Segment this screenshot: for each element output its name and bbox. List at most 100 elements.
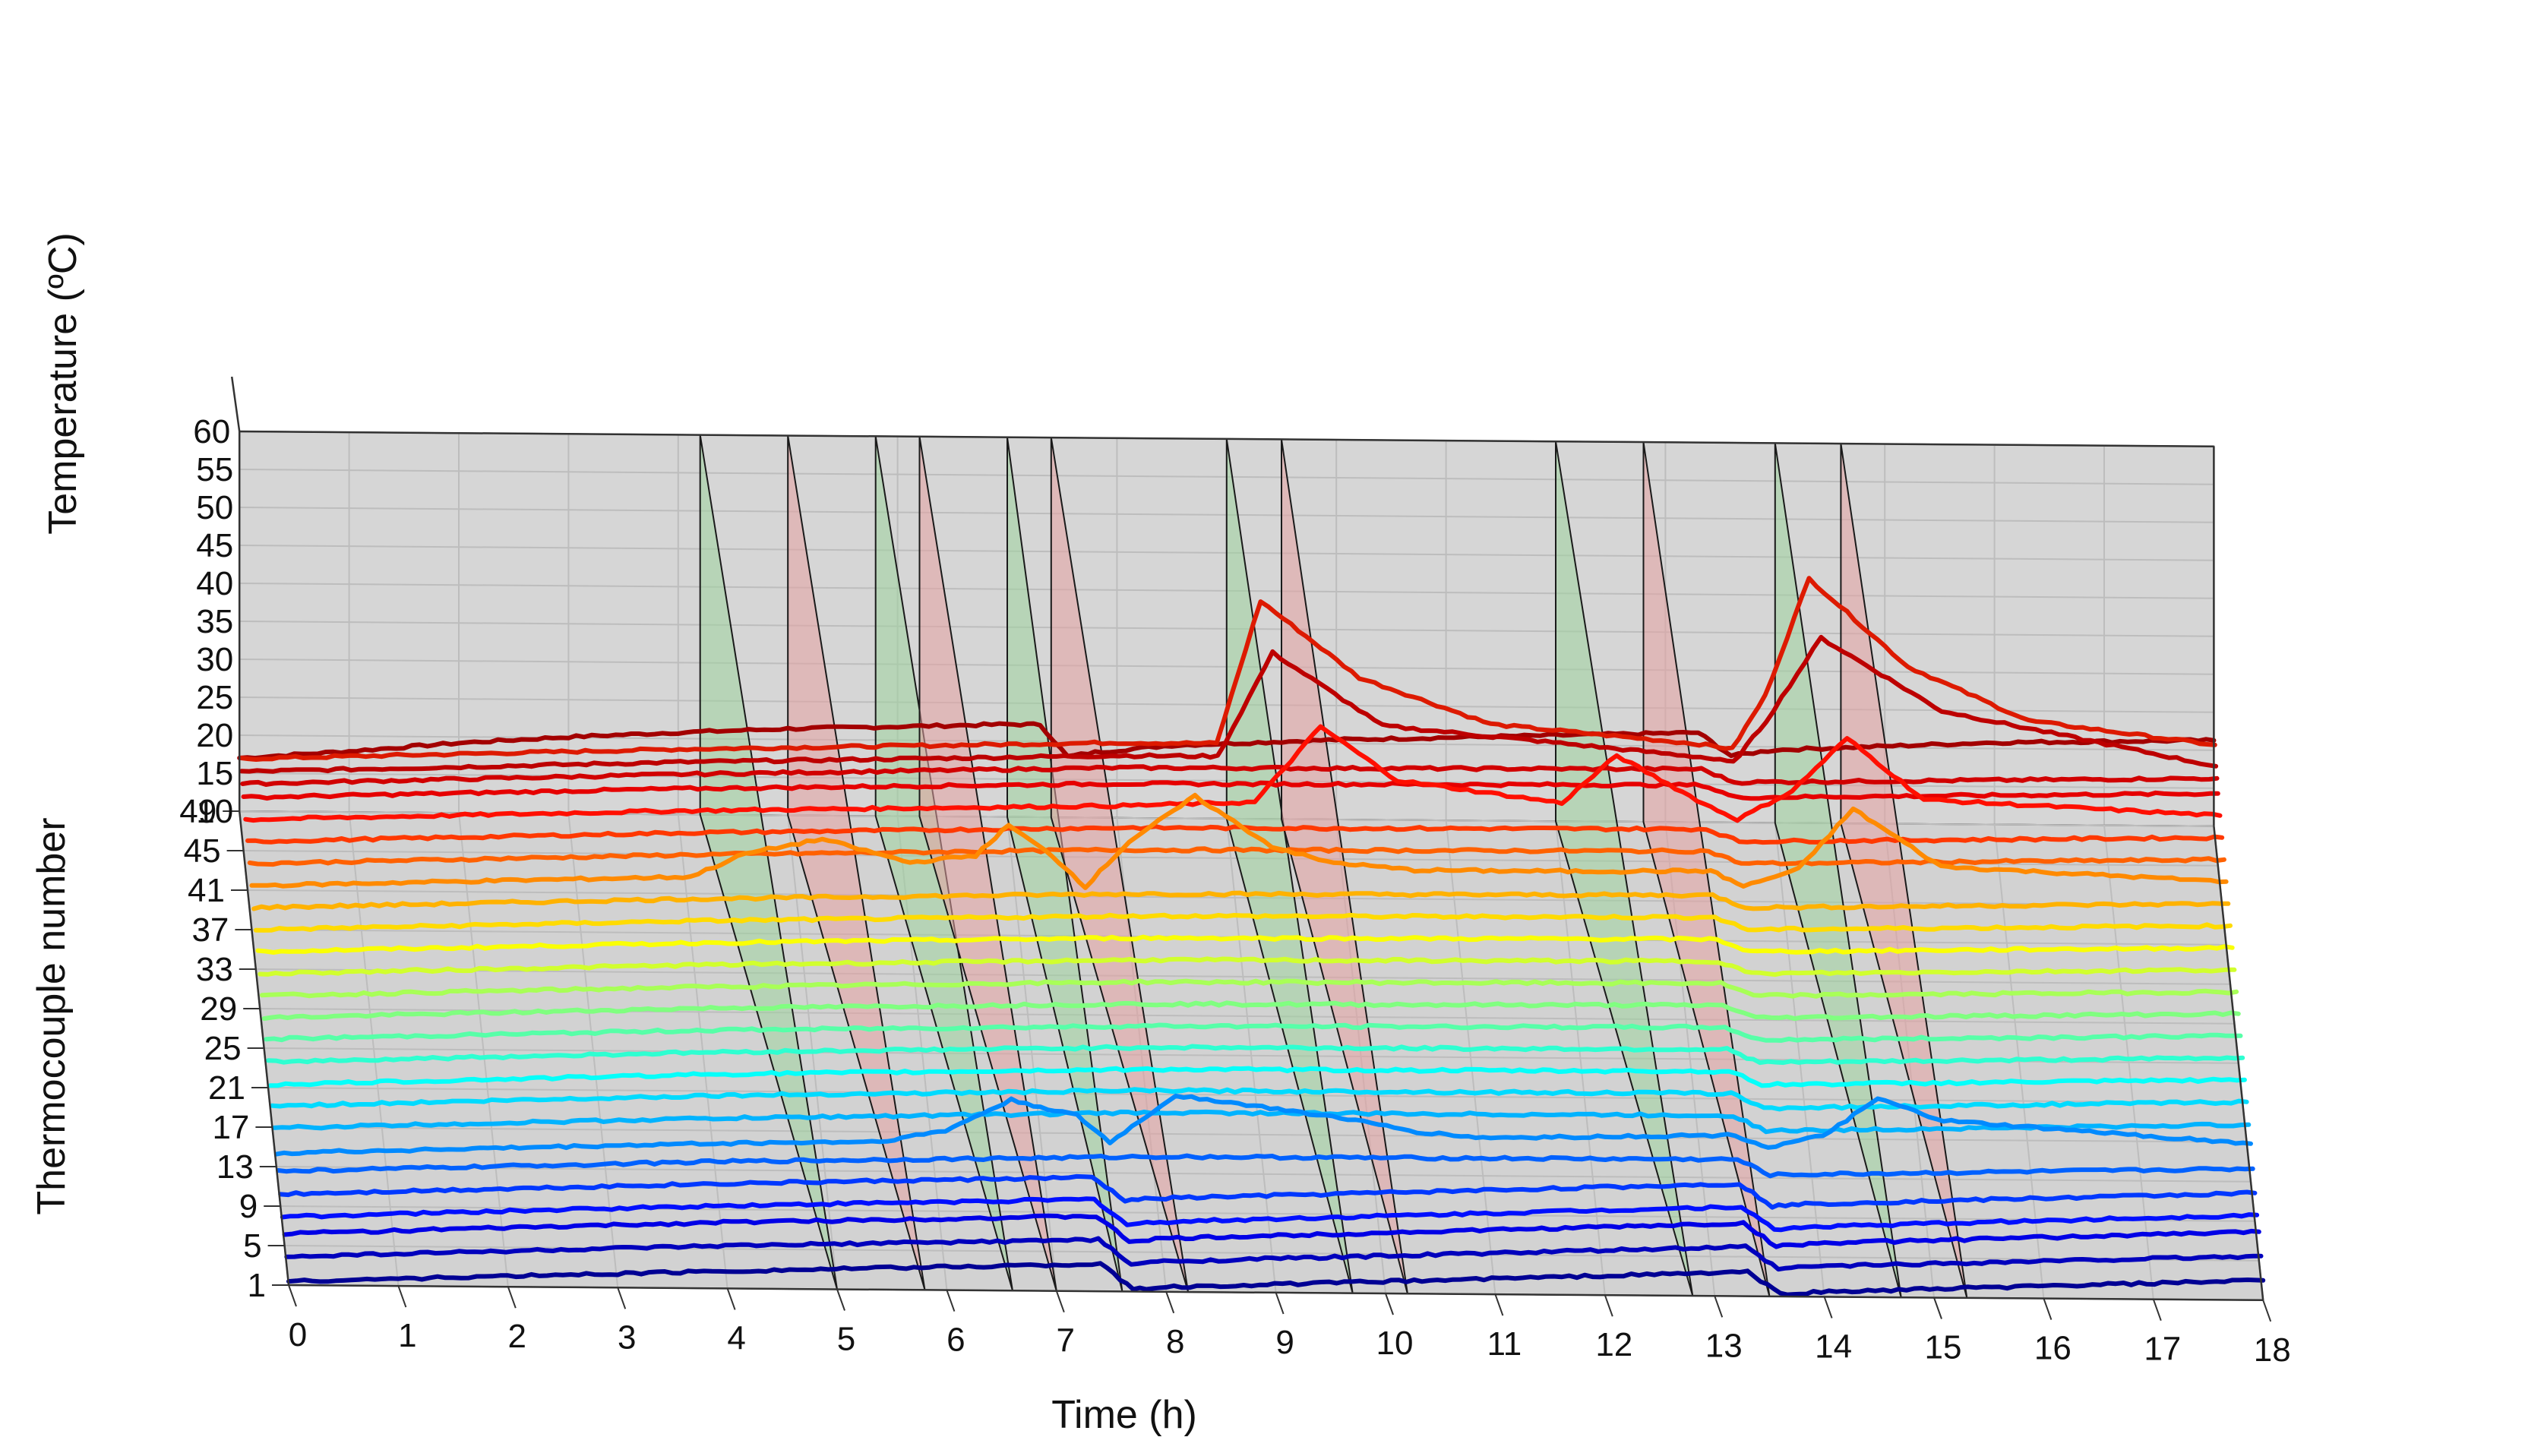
x-tick-label: 15 (1925, 1329, 1962, 1366)
y-tick-label: 33 (196, 951, 233, 988)
series-line-tc-46 (240, 764, 2220, 787)
z-tick-label: 55 (196, 451, 233, 488)
grid-line-floor-y (272, 1126, 2247, 1143)
grid-line-floor-y (276, 1166, 2252, 1183)
x-tick-label: 16 (2034, 1330, 2072, 1367)
shaded-interval (1225, 438, 1354, 1293)
x-tick-mark (1494, 1293, 1504, 1316)
x-tick-label: 9 (1275, 1324, 1294, 1361)
x-tick-label: 8 (1166, 1323, 1184, 1360)
y-tick-label: 37 (191, 911, 229, 949)
x-tick-label: 5 (837, 1321, 855, 1358)
x-tick-mark (1165, 1291, 1175, 1314)
series-line-tc-29 (258, 956, 2237, 978)
series-line-tc-1 (286, 1261, 2266, 1297)
x-tick-label: 6 (946, 1322, 965, 1359)
y-axis-title: Thermocouple number (30, 817, 74, 1214)
z-tick-label: 45 (196, 527, 233, 564)
series-line-tc-25 (261, 1000, 2241, 1022)
x-tick-mark (836, 1289, 845, 1311)
series-lines (237, 576, 2266, 1297)
series-line-tc-33 (253, 912, 2233, 933)
x-tick-label: 17 (2144, 1331, 2181, 1368)
grid-line-floor-y (267, 1087, 2243, 1104)
shaded-interval (918, 436, 1057, 1291)
z-tick-label: 20 (196, 717, 233, 754)
shaded-interval (1050, 437, 1190, 1293)
tick-labels: 0 1 2 3 4 5 6 7 8 9 10 11 12 13 14 15 16 17 18159131721252… (179, 413, 2290, 1369)
axis-edge (239, 430, 2214, 448)
z-tick-label: 50 (196, 489, 233, 526)
y-tick-label: 45 (184, 832, 221, 870)
series-line-tc-5 (282, 1213, 2261, 1249)
shaded-interval (1281, 439, 1408, 1294)
x-tick-label: 3 (618, 1319, 636, 1356)
x-tick-mark (2262, 1300, 2272, 1322)
y-tick-label: 25 (204, 1030, 242, 1067)
x-tick-label: 2 (508, 1318, 526, 1355)
x-tick-label: 18 (2254, 1331, 2291, 1369)
series-line-tc-17 (270, 1087, 2249, 1112)
axis-edge (2213, 826, 2264, 1300)
x-tick-mark (507, 1286, 517, 1309)
series-line-tc-9 (278, 1173, 2258, 1210)
y-tick-label: 21 (208, 1069, 245, 1107)
series-line-tc-31 (255, 934, 2235, 955)
x-tick-mark (617, 1287, 627, 1309)
series-line-tc-39 (247, 846, 2226, 867)
z-tick-label: 60 (193, 413, 230, 450)
series-line-tc-27 (259, 978, 2239, 999)
x-tick-label: 0 (289, 1316, 307, 1353)
series-line-tc-47 (239, 634, 2219, 774)
z-axis-title: Temperature (ºC) (41, 232, 85, 535)
z-axis-edge-extension (230, 376, 241, 432)
x-tick-label: 13 (1705, 1327, 1743, 1364)
y-tick-label: 49 (179, 793, 216, 830)
series-line-tc-48 (238, 576, 2217, 762)
shaded-interval (1555, 441, 1694, 1297)
y-tick-label: 1 (248, 1267, 266, 1304)
series-line-tc-15 (272, 1109, 2252, 1135)
x-tick-mark (1385, 1293, 1394, 1315)
x-tick-mark (1714, 1295, 1724, 1318)
x-tick-mark (1275, 1292, 1285, 1315)
x-tick-mark (946, 1290, 956, 1312)
z-tick-label: 15 (196, 755, 233, 792)
y-tick-label: 17 (212, 1109, 249, 1146)
x-tick-label: 11 (1487, 1325, 1522, 1363)
x-tick-mark (1604, 1294, 1613, 1317)
series-line-tc-19 (267, 1066, 2247, 1088)
z-tick-label: 40 (196, 565, 233, 602)
series-line-tc-43 (243, 724, 2223, 823)
series-line-tc-37 (249, 792, 2229, 890)
series-line-tc-7 (280, 1196, 2260, 1233)
x-tick-mark (397, 1285, 407, 1308)
x-tick-label: 10 (1376, 1325, 1414, 1362)
series-line-tc-21 (266, 1044, 2245, 1066)
z-tick-label: 10 (196, 793, 233, 830)
x-tick-mark (2043, 1298, 2053, 1320)
series-line-tc-45 (241, 780, 2220, 801)
x-tick-label: 12 (1595, 1326, 1632, 1363)
x-tick-mark (1055, 1290, 1065, 1313)
series-line-tc-35 (251, 890, 2231, 911)
x-tick-mark (2152, 1299, 2162, 1322)
y-tick-label: 29 (200, 990, 237, 1028)
y-tick-label: 5 (243, 1227, 261, 1265)
z-tick-label: 25 (196, 679, 233, 716)
x-tick-label: 4 (727, 1319, 745, 1357)
y-tick-label: 9 (239, 1188, 258, 1225)
x-tick-label: 1 (398, 1317, 416, 1354)
z-tick-label: 35 (196, 603, 233, 640)
x-tick-mark (1933, 1297, 1942, 1319)
z-tick-label: 30 (196, 641, 233, 678)
x-tick-label: 14 (1815, 1328, 1852, 1365)
series-line-tc-11 (276, 1153, 2255, 1179)
x-tick-label: 7 (1057, 1322, 1075, 1360)
x-axis-title: Time (h) (1051, 1393, 1197, 1437)
x-tick-mark (1823, 1297, 1833, 1319)
series-line-tc-23 (264, 1022, 2243, 1043)
y-tick-label: 13 (216, 1148, 254, 1186)
